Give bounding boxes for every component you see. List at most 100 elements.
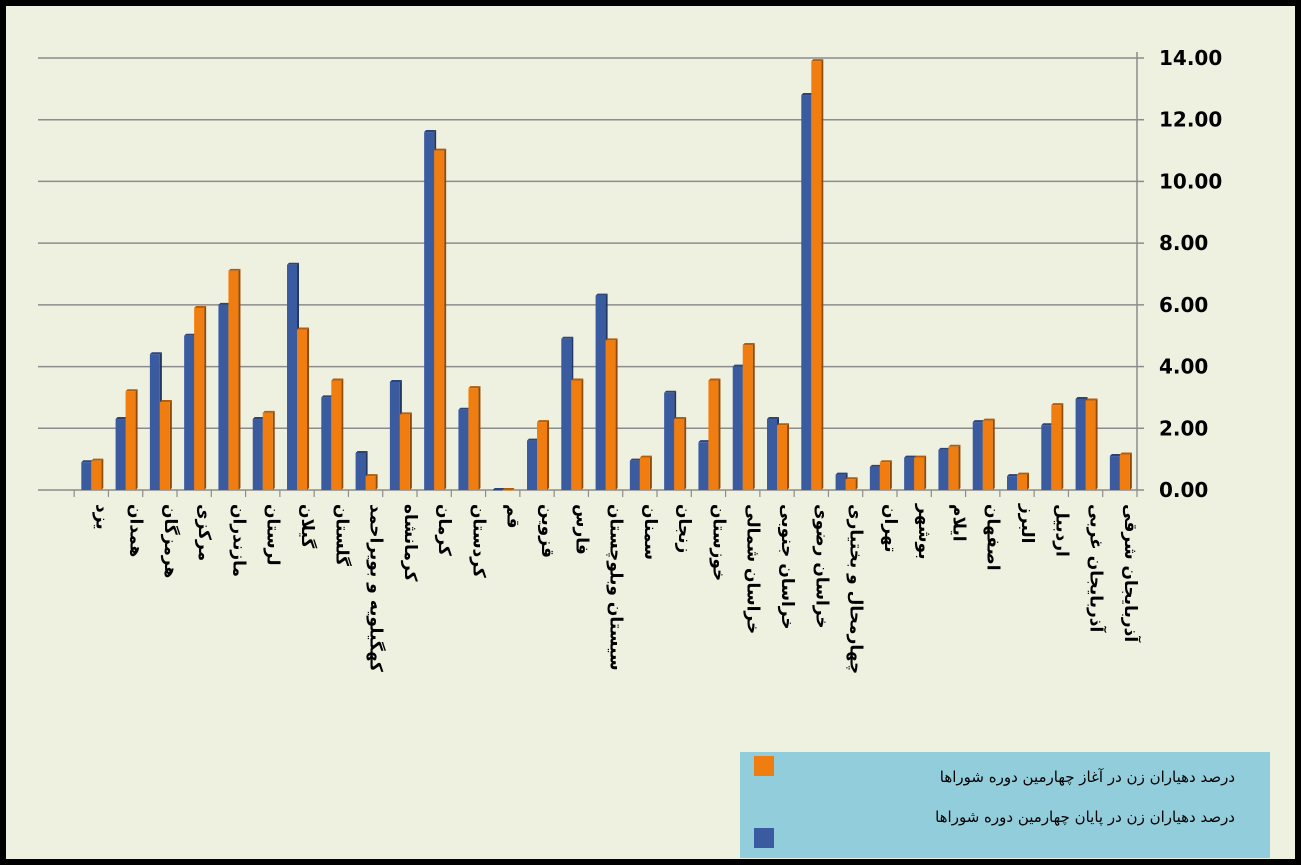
- bar-end-of-term: [801, 95, 812, 491]
- bar-end-of-term: [252, 419, 263, 490]
- legend-item-start: درصد دهیاران زن در آغاز چهارمین دوره شور…: [752, 768, 1235, 798]
- bar-top: [835, 472, 848, 475]
- bar-end-of-term: [1007, 476, 1018, 490]
- bar-top: [287, 262, 300, 265]
- bar-start-of-term: [879, 462, 890, 490]
- bar-end-of-term: [115, 419, 126, 490]
- bar-top: [468, 386, 481, 389]
- bar-side: [169, 400, 172, 490]
- bar-end-of-term: [389, 382, 400, 490]
- bar-side: [547, 420, 550, 490]
- x-tick-label: چهارمحال و بختیاری: [846, 504, 866, 674]
- bar-end-of-term: [184, 335, 195, 490]
- bar-top: [1017, 472, 1030, 475]
- bar-top: [424, 130, 437, 133]
- bar-top: [434, 148, 447, 151]
- x-tick-label: فارس: [571, 504, 591, 555]
- x-tick-label: سمنان: [640, 504, 660, 560]
- bar-top: [801, 93, 814, 96]
- legend-item-end: درصد دهیاران زن در پایان چهارمین دوره شو…: [752, 808, 1235, 838]
- bar-top: [115, 417, 128, 420]
- bar-side: [649, 455, 652, 490]
- bar-end-of-term: [149, 354, 160, 490]
- x-tick-label: گیلان: [297, 504, 318, 548]
- bar-side: [238, 268, 241, 490]
- bar-top: [389, 380, 402, 382]
- bar-top: [149, 352, 162, 355]
- bar-end-of-term: [698, 442, 709, 490]
- x-tick-label: کردستان: [468, 504, 488, 578]
- bar-start-of-term: [1017, 474, 1028, 490]
- bar-start-of-term: [571, 380, 582, 490]
- bar-side: [204, 305, 207, 490]
- x-tick-label: اردبیل: [1051, 504, 1071, 557]
- y-tick-label: 2.00: [1159, 416, 1208, 440]
- x-tick-label: سیستان وبلوچستان: [606, 504, 626, 671]
- x-tick-label: مرکزی: [194, 504, 214, 561]
- x-tick-label: گلستان: [331, 504, 352, 566]
- x-tick-label: هرمزگان: [160, 504, 181, 578]
- bar-end-of-term: [938, 449, 949, 490]
- bar-top: [355, 450, 368, 453]
- bar-top: [777, 423, 790, 426]
- bar-start-of-term: [194, 307, 205, 490]
- bar-start-of-term: [914, 457, 925, 490]
- bar-top: [732, 364, 745, 367]
- bar-start-of-term: [365, 476, 376, 490]
- bar-top: [194, 305, 207, 308]
- bar-top: [869, 464, 882, 467]
- bar-end-of-term: [218, 304, 229, 490]
- bar-start-of-term: [159, 402, 170, 490]
- bar-start-of-term: [1085, 400, 1096, 490]
- bar-top: [629, 458, 642, 461]
- bar-top: [845, 477, 858, 480]
- legend-swatch-end: [754, 828, 774, 848]
- bar-side: [1095, 398, 1098, 490]
- x-tick-label: لرستان: [263, 504, 283, 566]
- bar-top: [502, 488, 515, 490]
- legend-label-start: درصد دهیاران زن در آغاز چهارمین دوره شور…: [939, 768, 1235, 786]
- bar-start-of-term: [605, 340, 616, 490]
- bar-top: [91, 458, 104, 461]
- bar-top: [297, 327, 310, 330]
- bar-end-of-term: [1041, 425, 1052, 490]
- bar-side: [889, 460, 892, 490]
- bar-top: [948, 444, 961, 447]
- bar-end-of-term: [424, 132, 435, 491]
- bar-top: [674, 417, 687, 420]
- bar-side: [1027, 472, 1030, 490]
- bar-top: [159, 400, 172, 403]
- bar-top: [81, 460, 94, 463]
- x-tick-label: تهران: [880, 504, 900, 553]
- legend-label-end: درصد دهیاران زن در پایان چهارمین دوره شو…: [935, 808, 1235, 826]
- bar-start-of-term: [948, 446, 959, 490]
- bar-start-of-term: [399, 414, 410, 490]
- x-tick-label: البرز: [1017, 503, 1037, 544]
- bar-end-of-term: [527, 440, 538, 490]
- bar-start-of-term: [845, 479, 856, 490]
- y-tick-label: 0.00: [1159, 478, 1208, 502]
- y-tick-label: 6.00: [1159, 293, 1208, 317]
- bar-top: [1051, 403, 1064, 406]
- bar-start-of-term: [331, 380, 342, 490]
- bar-top: [1075, 396, 1088, 399]
- y-tick-label: 8.00: [1159, 231, 1208, 255]
- bar-top: [982, 418, 995, 421]
- x-tick-label: آذربایجان غربی: [1086, 504, 1108, 633]
- x-tick-label: خوزستان: [708, 504, 728, 581]
- x-tick-label: کرمان: [434, 504, 454, 556]
- x-tick-label: کهگیلویه و بویراحمد: [366, 504, 387, 672]
- bar-end-of-term: [321, 397, 332, 490]
- bar-end-of-term: [81, 462, 92, 490]
- x-tick-label: مازندران: [228, 504, 248, 577]
- x-tick-label: کرمانشاه: [400, 504, 420, 582]
- x-tick-label: زنجان: [674, 504, 694, 553]
- bar-start-of-term: [1051, 405, 1062, 490]
- bar-side: [718, 378, 721, 490]
- y-tick-label: 4.00: [1159, 355, 1208, 379]
- bar-end-of-term: [595, 295, 606, 490]
- x-tick-label: اصفهان: [983, 504, 1003, 571]
- bar-start-of-term: [502, 490, 513, 491]
- bar-top: [218, 302, 231, 305]
- bar-side: [615, 338, 618, 490]
